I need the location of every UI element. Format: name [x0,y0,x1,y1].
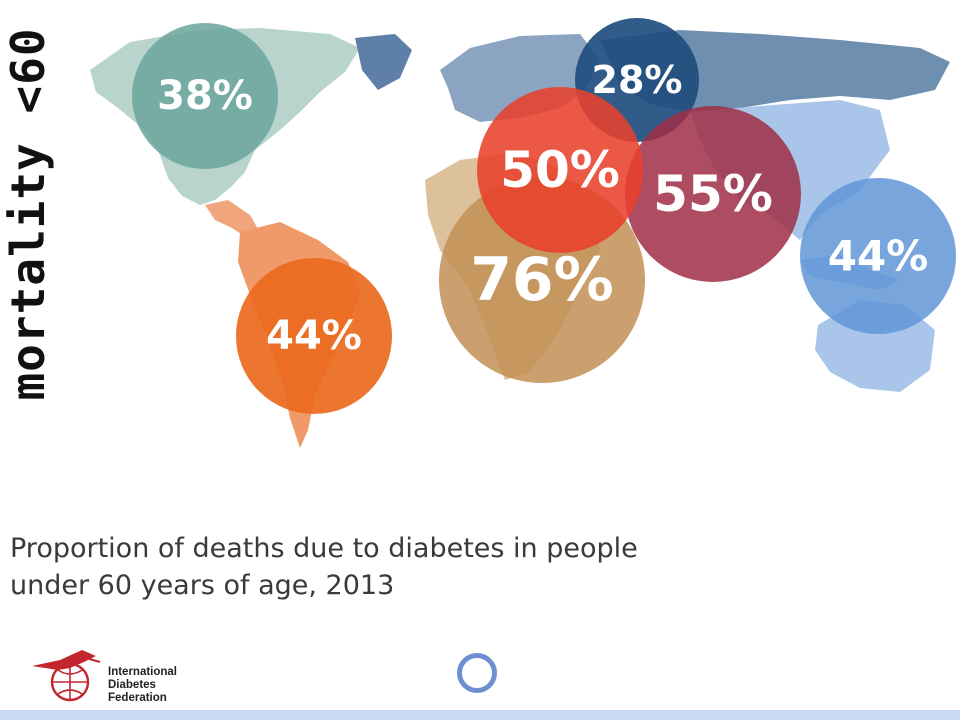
greenland-land [355,34,412,90]
region-bubble-south-east-asia: 55% [625,106,801,282]
world-map: 38% 44% 28% 76% 44% 55% 50% [90,18,956,448]
ring-icon [457,653,497,693]
region-bubble-middle-east: 50% [477,87,643,253]
logo-line-1: International [108,666,178,678]
bottom-bar [0,710,960,720]
bubble-value-africa: 76% [470,245,614,315]
region-bubble-north-america: 38% [132,23,278,169]
bubble-circle-western-pacific [800,178,956,334]
bubble-value-south-east-asia: 55% [653,165,773,223]
idf-logo-icon [32,650,101,702]
region-bubble-south-america: 44% [236,258,392,414]
logo-line-3: Federation [108,692,167,704]
bubble-circle-south-america [236,258,392,414]
logo-line-2: Diabetes [108,679,156,691]
map-caption: Proportion of deaths due to diabetes in … [10,530,770,604]
central-america-land [205,200,262,240]
bubble-circle-middle-east [477,87,643,253]
bubble-value-north-america: 38% [157,73,253,119]
page-title: mortality <60 [1,27,55,401]
bubble-value-europe: 28% [592,58,683,102]
bubble-circle-south-east-asia [625,106,801,282]
region-bubbles: 38% 44% 28% 76% 44% 55% 50% [132,18,956,414]
bubble-circle-north-america [132,23,278,169]
caption-line-2: under 60 years of age, 2013 [10,570,395,601]
bubble-value-western-pacific: 44% [828,232,929,281]
region-bubble-western-pacific: 44% [800,178,956,334]
caption-line-1: Proportion of deaths due to diabetes in … [10,533,638,564]
idf-logo-text: International Diabetes Federation [108,666,177,705]
bubble-value-middle-east: 50% [500,141,620,199]
bubble-value-south-america: 44% [266,313,362,359]
